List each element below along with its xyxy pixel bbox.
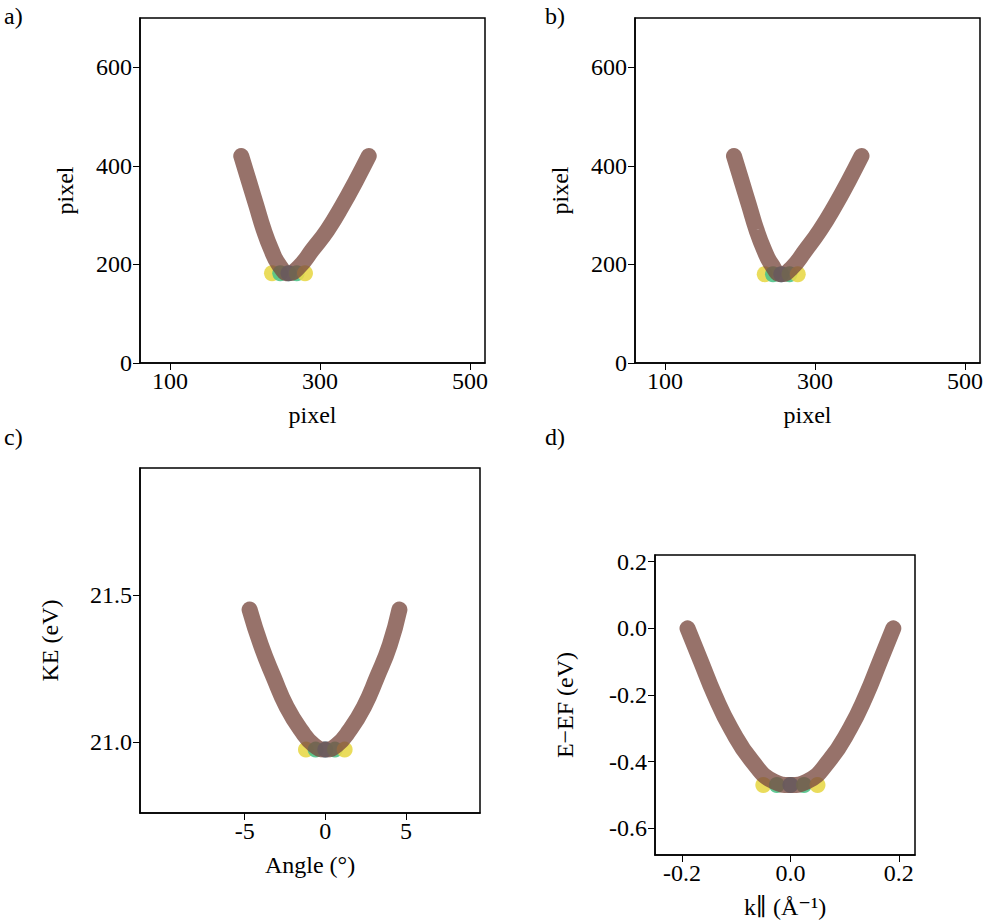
svg-text:KE (eV): KE (eV) xyxy=(37,600,63,682)
svg-text:5: 5 xyxy=(400,818,412,844)
svg-text:-0.2: -0.2 xyxy=(609,682,647,708)
svg-text:pixel: pixel xyxy=(784,402,832,428)
svg-text:d): d) xyxy=(545,424,565,450)
svg-text:0.0: 0.0 xyxy=(775,860,805,886)
svg-text:0.2: 0.2 xyxy=(884,860,914,886)
svg-text:Angle (°): Angle (°) xyxy=(265,852,355,878)
svg-text:c): c) xyxy=(4,424,23,450)
svg-text:200: 200 xyxy=(591,251,627,277)
svg-text:300: 300 xyxy=(797,368,833,394)
svg-text:400: 400 xyxy=(591,153,627,179)
svg-text:500: 500 xyxy=(452,368,488,394)
svg-text:200: 200 xyxy=(96,251,132,277)
svg-text:0: 0 xyxy=(319,818,331,844)
svg-text:100: 100 xyxy=(152,368,188,394)
svg-text:-0.6: -0.6 xyxy=(609,815,647,841)
svg-text:600: 600 xyxy=(96,54,132,80)
svg-text:pixel: pixel xyxy=(289,402,337,428)
svg-text:0.0: 0.0 xyxy=(617,615,647,641)
svg-text:-5: -5 xyxy=(235,818,255,844)
svg-text:-0.4: -0.4 xyxy=(609,749,647,775)
svg-text:400: 400 xyxy=(96,153,132,179)
svg-text:100: 100 xyxy=(647,368,683,394)
svg-text:300: 300 xyxy=(302,368,338,394)
svg-text:b): b) xyxy=(545,3,565,29)
svg-text:-0.2: -0.2 xyxy=(663,860,701,886)
svg-text:21.5: 21.5 xyxy=(90,582,132,608)
svg-text:pixel: pixel xyxy=(52,166,78,214)
svg-text:0: 0 xyxy=(120,350,132,376)
svg-text:600: 600 xyxy=(591,54,627,80)
svg-text:21.0: 21.0 xyxy=(90,729,132,755)
svg-text:k∥ (Å⁻¹): k∥ (Å⁻¹) xyxy=(744,894,826,920)
svg-text:0: 0 xyxy=(615,350,627,376)
svg-text:a): a) xyxy=(4,3,23,29)
svg-text:E−EF (eV): E−EF (eV) xyxy=(552,652,578,758)
svg-text:pixel: pixel xyxy=(547,166,573,214)
svg-text:0.2: 0.2 xyxy=(617,549,647,575)
svg-text:500: 500 xyxy=(947,368,983,394)
